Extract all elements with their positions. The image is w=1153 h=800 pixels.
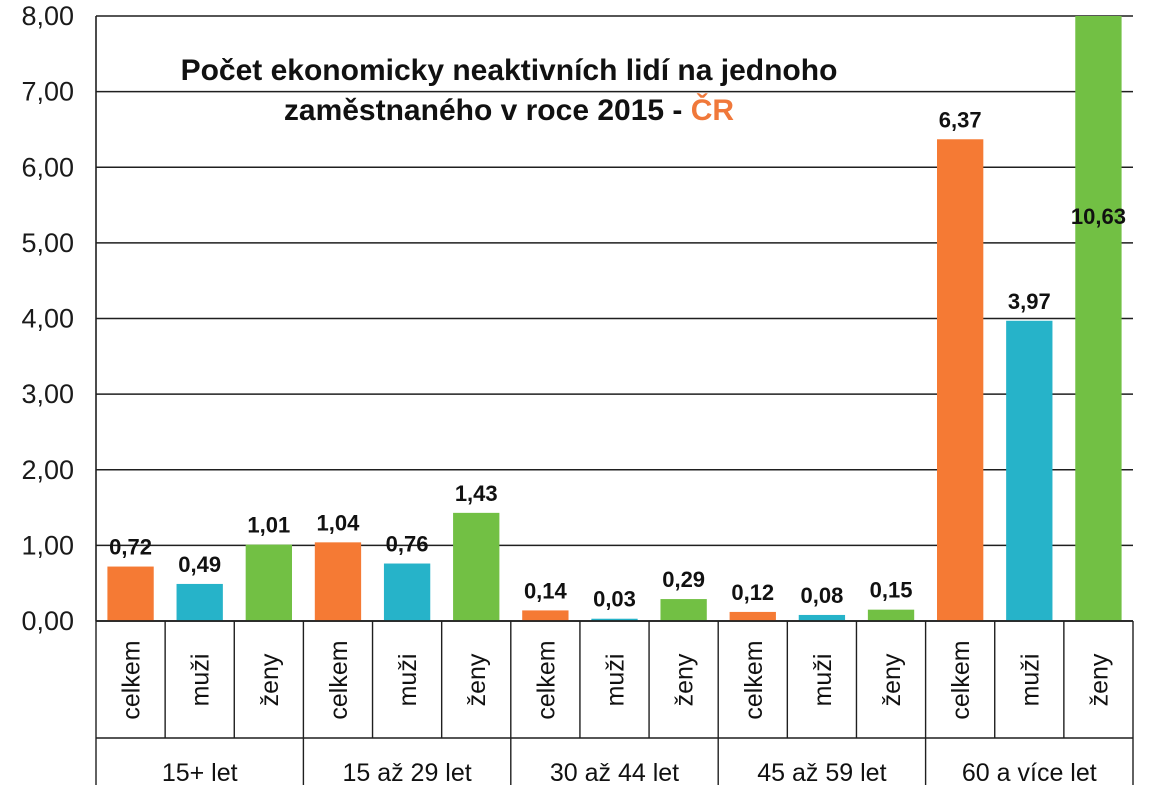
- bar-celkem: [314, 542, 362, 621]
- category-label: ženy: [1085, 653, 1113, 706]
- category-label: ženy: [256, 653, 284, 706]
- y-tick-label: 4,00: [21, 304, 74, 334]
- y-tick-label: 8,00: [21, 1, 74, 31]
- category-label: celkem: [947, 640, 975, 719]
- bar-muži: [591, 618, 638, 621]
- data-label: 0,72: [109, 535, 152, 560]
- category-label: muži: [809, 654, 837, 707]
- chart-title-country: ČR: [691, 93, 735, 127]
- group-label: 30 až 44 let: [550, 759, 679, 787]
- category-label: ženy: [671, 653, 699, 706]
- y-tick-label: 7,00: [21, 77, 74, 107]
- category-label: celkem: [325, 640, 353, 719]
- group-label: 45 až 59 let: [757, 759, 886, 787]
- y-tick-label: 0,00: [21, 606, 74, 636]
- y-tick-label: 3,00: [21, 379, 74, 409]
- bar-ženy: [660, 599, 707, 621]
- y-tick-label: 5,00: [21, 228, 74, 258]
- data-label: 0,12: [731, 580, 774, 605]
- data-label: 3,97: [1008, 289, 1051, 314]
- y-axis-tick-labels: 0,00 1,00 2,00 3,00 4,00 5,00 6,00 7,00 8,00: [21, 1, 74, 636]
- data-label: 1,43: [455, 481, 498, 506]
- data-label: 0,15: [870, 578, 913, 603]
- y-tick-label: 1,00: [21, 530, 74, 560]
- bars: [107, 16, 1122, 622]
- category-label: ženy: [878, 653, 906, 706]
- data-label: 6,37: [939, 107, 982, 132]
- category-label: muži: [394, 654, 422, 707]
- data-label: 1,01: [247, 513, 290, 538]
- category-label: muži: [1016, 654, 1044, 707]
- bar-muži: [176, 583, 223, 621]
- y-tick-label: 2,00: [21, 455, 74, 485]
- category-label: muži: [602, 654, 630, 707]
- bar-ženy: [867, 609, 915, 621]
- data-label: 0,08: [800, 583, 843, 608]
- data-label: 0,76: [386, 532, 429, 557]
- category-label: celkem: [118, 640, 146, 719]
- category-label: celkem: [740, 640, 768, 719]
- data-label: 0,29: [662, 567, 705, 592]
- y-tick-label: 6,00: [21, 152, 74, 182]
- bar-celkem: [729, 611, 776, 621]
- data-labels: 0,72 0,49 1,01 1,04 0,76 1,43 0,14 0,03 0,29 0,12…: [109, 107, 1126, 611]
- data-label: 0,49: [178, 552, 221, 577]
- bar-ženy: [1075, 16, 1122, 621]
- data-label: 0,14: [524, 578, 568, 603]
- bar-muži: [1006, 320, 1053, 621]
- group-label: 60 a více let: [962, 759, 1097, 787]
- axes: [95, 16, 1134, 785]
- bar-celkem: [107, 566, 154, 621]
- data-label: 0,03: [593, 587, 636, 612]
- group-label: 15 až 29 let: [342, 759, 471, 787]
- bar-ženy: [453, 512, 500, 621]
- bar-ženy: [245, 544, 292, 621]
- chart-title-line1: Počet ekonomicky neaktivních lidí na jed…: [181, 54, 838, 87]
- bar-celkem: [522, 610, 569, 621]
- chart-title-line2-text: zaměstnaného v roce 2015 -: [284, 94, 691, 127]
- bar-muži: [383, 563, 431, 621]
- category-label: celkem: [532, 640, 560, 719]
- bar-muži: [798, 614, 846, 621]
- category-label: ženy: [463, 653, 491, 706]
- category-label: muži: [187, 654, 215, 707]
- data-label: 1,04: [317, 510, 361, 535]
- group-labels: 15+ let 15 až 29 let 30 až 44 let 45 až 59 …: [162, 759, 1097, 787]
- chart-title-line2: zaměstnaného v roce 2015 - ČR: [284, 93, 735, 127]
- group-label: 15+ let: [162, 759, 238, 787]
- data-label: 10,63: [1071, 204, 1126, 229]
- bar-celkem: [937, 139, 984, 622]
- category-labels: celkem muži ženy celkem muži ženy celkem muži že…: [118, 640, 1114, 719]
